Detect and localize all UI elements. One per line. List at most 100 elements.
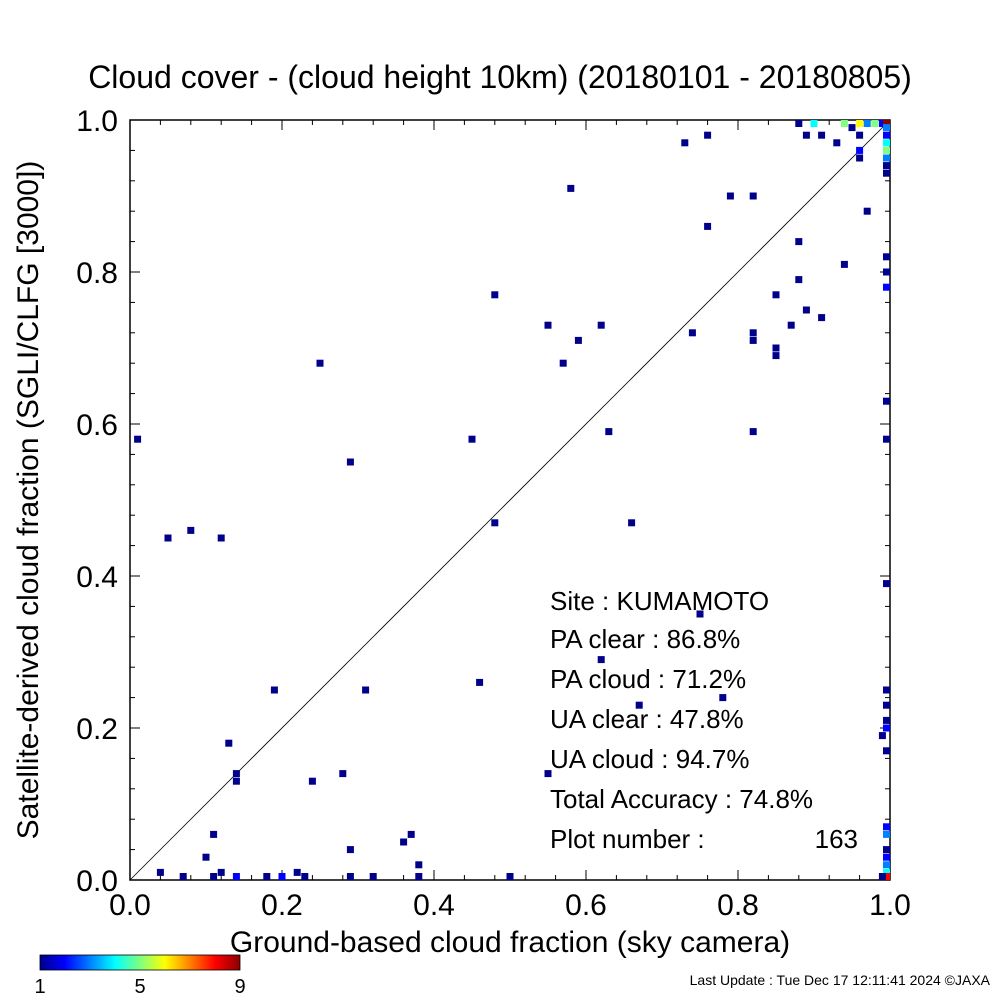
data-point [210, 830, 218, 838]
data-point [848, 124, 856, 132]
data-point [818, 314, 826, 322]
statistics-box: Site : KUMAMOTO PA clear : 86.8% PA clou… [550, 586, 858, 854]
data-point [883, 716, 890, 724]
x-tick-labels: 0.0 0.2 0.4 0.6 0.8 1.0 [109, 889, 911, 922]
data-point [883, 873, 890, 880]
data-point [749, 428, 757, 436]
data-point [179, 873, 187, 880]
data-point [263, 873, 271, 880]
data-point [772, 344, 780, 352]
data-point [681, 139, 689, 147]
data-point [883, 861, 890, 869]
data-points [134, 120, 890, 880]
data-point [883, 131, 890, 139]
data-point [134, 435, 142, 443]
stat-total-accuracy: Total Accuracy : 74.8% [550, 784, 813, 814]
colorbar-gradient [39, 954, 241, 971]
data-point [883, 701, 890, 709]
data-point [567, 184, 575, 192]
data-point [278, 873, 286, 880]
data-point [883, 868, 890, 876]
data-point [787, 321, 795, 329]
data-point [225, 739, 233, 747]
data-point [574, 336, 582, 344]
data-point [795, 238, 803, 246]
data-point [883, 747, 890, 755]
data-point [883, 823, 890, 831]
data-point [506, 873, 514, 880]
x-tick-label: 1.0 [869, 889, 911, 922]
y-tick-label: 0.0 [76, 865, 118, 898]
data-point [704, 131, 712, 139]
stat-plot-number-value: 163 [815, 824, 858, 854]
data-point [883, 124, 890, 132]
data-point [856, 154, 864, 162]
data-point [878, 732, 886, 740]
y-tick-label: 0.2 [76, 713, 118, 746]
plot-area [129, 119, 891, 881]
y-tick-labels: 0.0 0.2 0.4 0.6 0.8 1.0 [76, 105, 118, 898]
data-point [544, 770, 552, 778]
data-point [696, 610, 704, 618]
data-point [202, 853, 210, 861]
data-point [818, 131, 826, 139]
colorbar-labels: 1 5 9 [34, 976, 245, 998]
data-point [407, 830, 415, 838]
data-point [232, 770, 240, 778]
y-axis-label: Satellite-derived cloud fraction (SGLI/C… [12, 161, 45, 840]
data-point [726, 192, 734, 200]
x-axis-label: Ground-based cloud fraction (sky camera) [230, 926, 790, 959]
data-point [878, 120, 886, 127]
data-point [544, 321, 552, 329]
data-point [883, 139, 890, 147]
data-point [863, 120, 871, 127]
data-point [346, 873, 354, 880]
data-point [491, 519, 499, 527]
data-point [491, 291, 499, 299]
data-point [217, 868, 225, 876]
y-tick-label: 0.4 [76, 561, 118, 594]
stat-plot-number-label: Plot number : [550, 824, 705, 854]
x-tick-label: 0.6 [565, 889, 607, 922]
last-update-footer: Last Update : Tue Dec 17 12:11:41 2024 ©… [690, 972, 991, 988]
colorbar: 1 5 9 [34, 954, 246, 998]
data-point [810, 120, 818, 127]
data-point [772, 352, 780, 360]
data-point [883, 268, 890, 276]
stat-pa-cloud: PA cloud : 71.2% [550, 664, 746, 694]
data-point [293, 868, 301, 876]
data-point [856, 120, 864, 127]
data-point [883, 154, 890, 162]
y-tick-label: 1.0 [76, 105, 118, 138]
data-point [883, 162, 890, 170]
x-tick-label: 0.0 [109, 889, 151, 922]
data-point [164, 534, 172, 542]
stat-site: Site : KUMAMOTO [550, 586, 769, 616]
data-point [597, 321, 605, 329]
data-point [232, 777, 240, 785]
data-point [883, 830, 890, 838]
data-point [883, 253, 890, 261]
data-point [187, 526, 195, 534]
data-point [688, 329, 696, 337]
data-point [856, 146, 864, 154]
chart-title: Cloud cover - (cloud height 10km) (20180… [88, 59, 912, 95]
data-point [339, 770, 347, 778]
data-point [210, 873, 218, 880]
data-point [883, 146, 890, 154]
data-point [802, 131, 810, 139]
data-point [863, 207, 871, 215]
colorbar-tick-label: 9 [234, 976, 245, 998]
data-point [628, 519, 636, 527]
data-point [597, 656, 605, 664]
data-point [883, 397, 890, 405]
data-point [749, 192, 757, 200]
data-point [833, 139, 841, 147]
data-point [415, 873, 423, 880]
data-point [883, 853, 890, 861]
data-point [749, 329, 757, 337]
colorbar-tick-label: 1 [34, 976, 45, 998]
data-point [362, 686, 370, 694]
data-point [308, 777, 316, 785]
